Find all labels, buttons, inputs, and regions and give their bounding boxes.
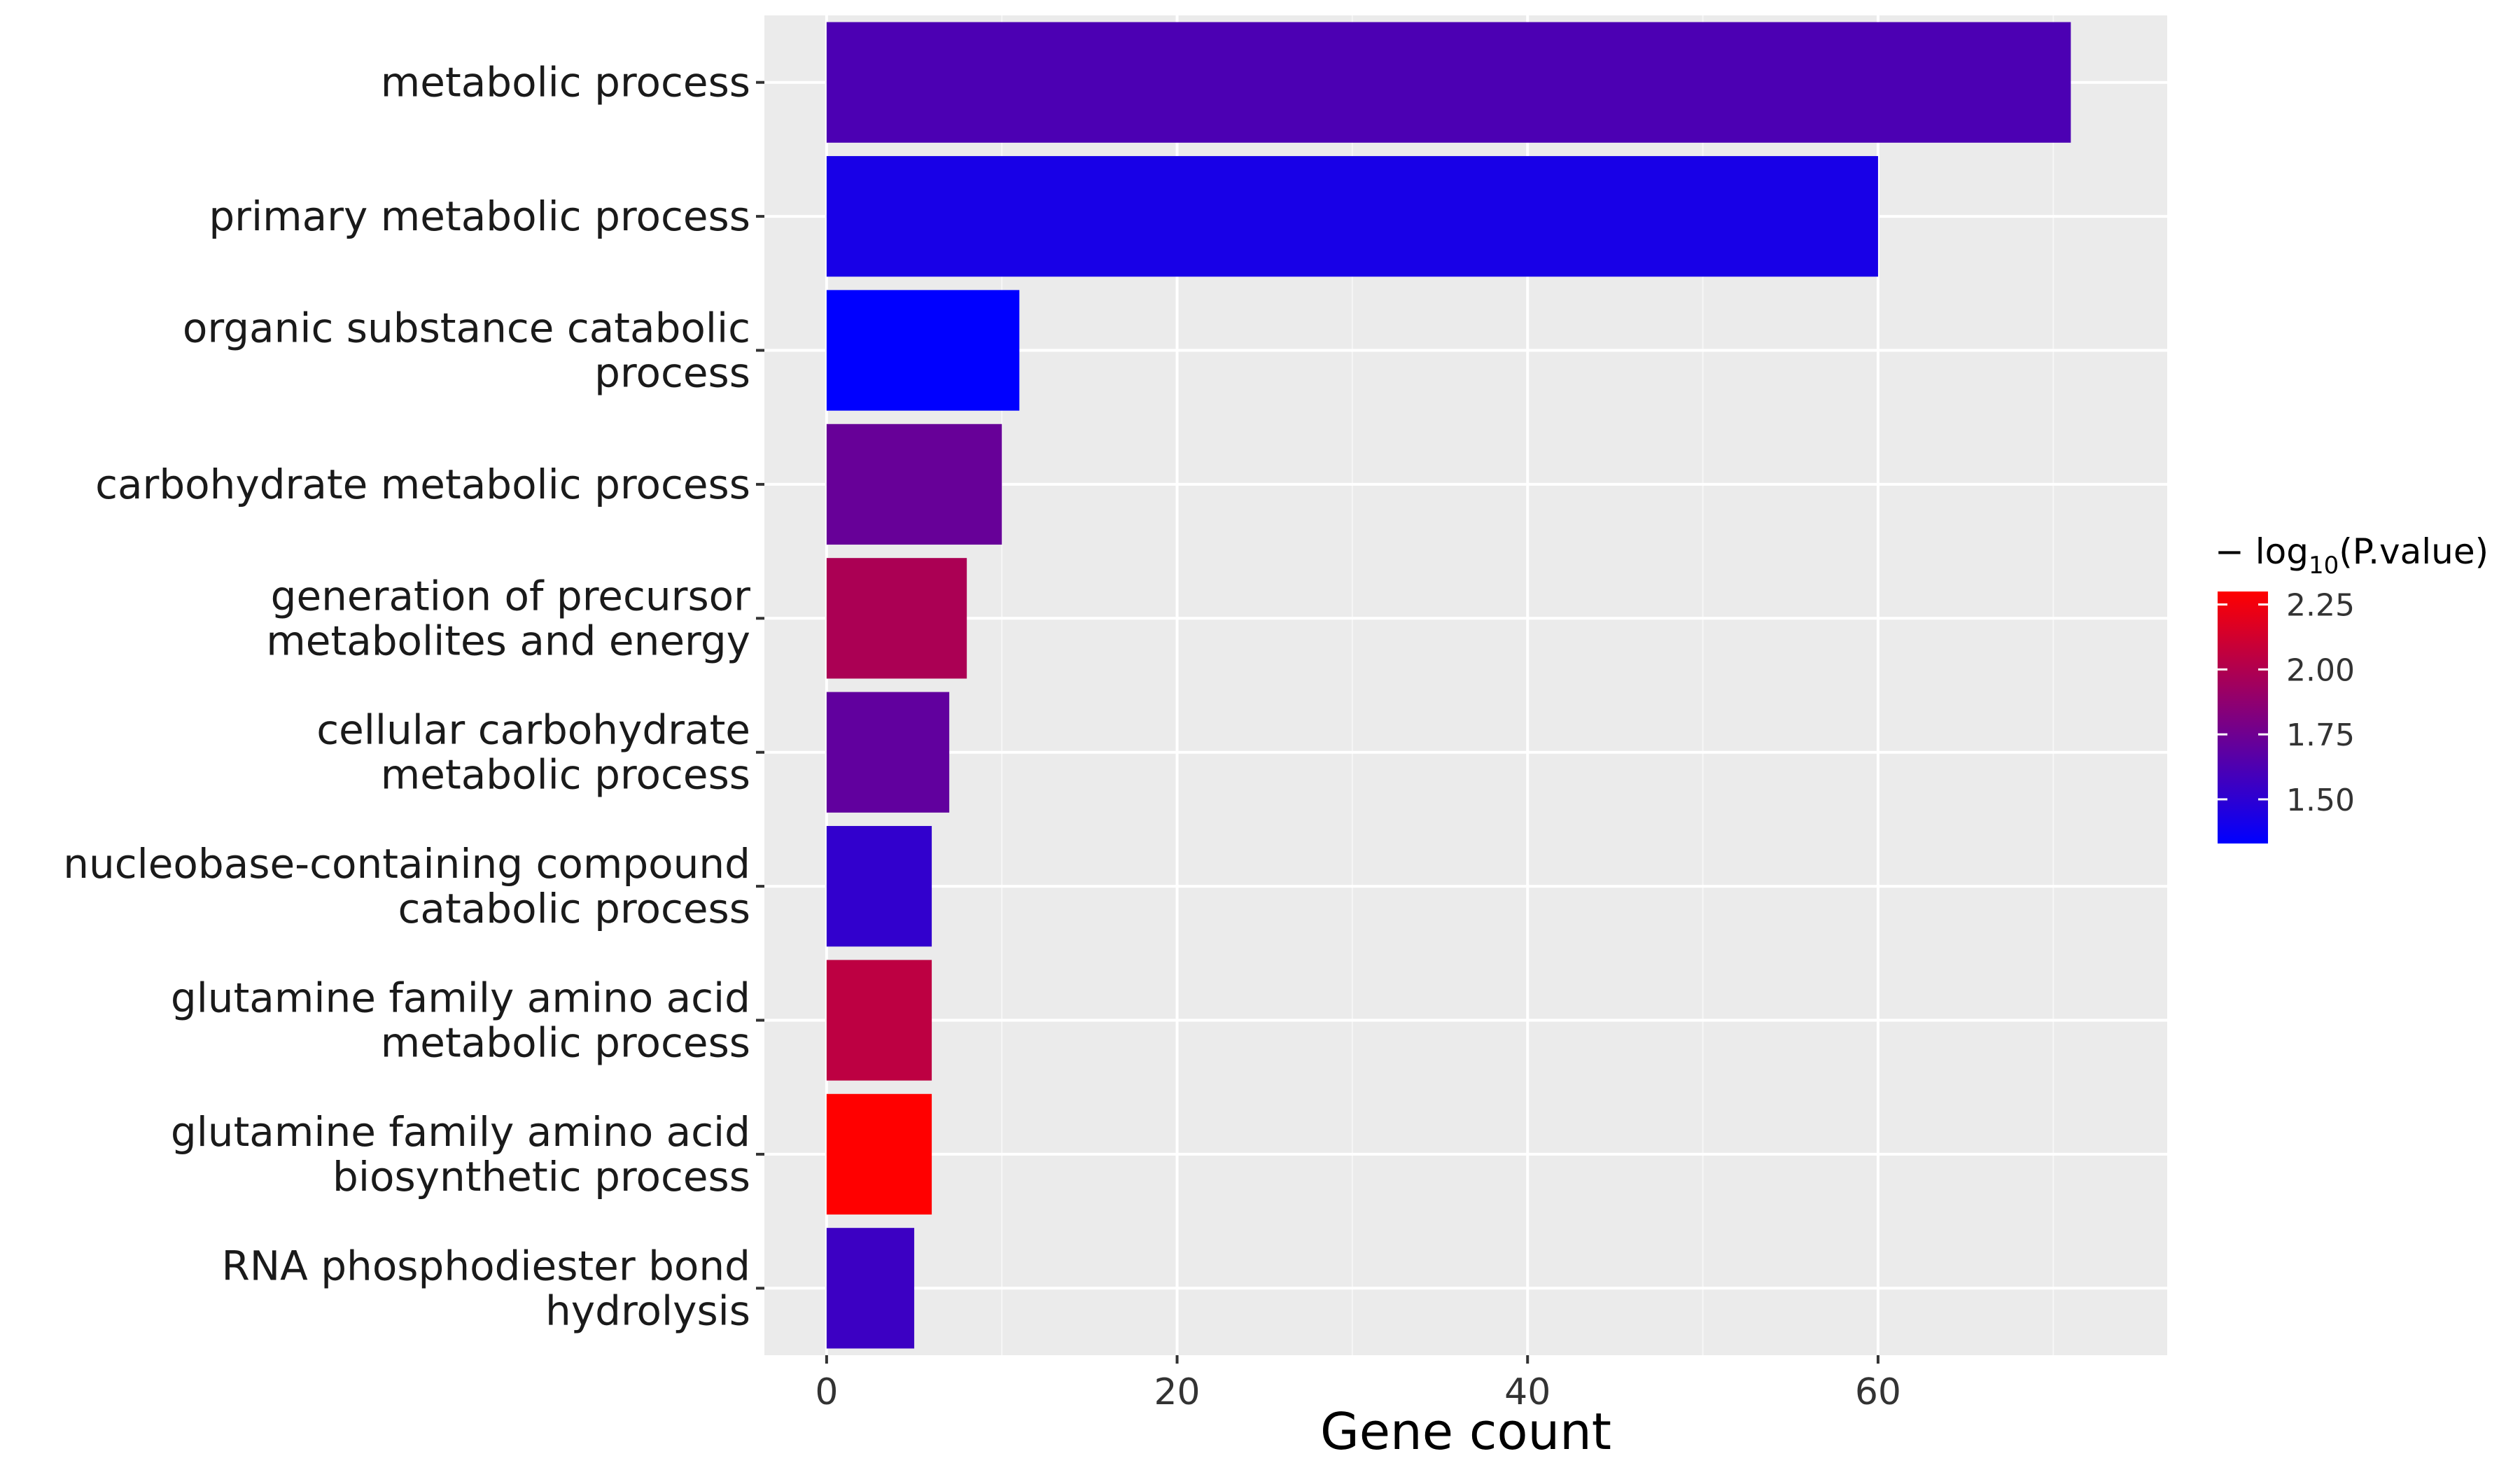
y-tick-label: RNA phosphodiester bond hydrolysis (221, 1242, 750, 1334)
bar (826, 1228, 915, 1349)
bar (826, 558, 967, 679)
y-tick-label: organic substance catabolic process (183, 304, 750, 397)
y-tick-label-line: catabolic process (398, 885, 750, 932)
y-tick-label: glutamine family amino acid metabolic pro… (171, 974, 750, 1067)
y-tick-label-line: primary metabolic process (209, 192, 750, 240)
x-axis: 0 20 40 60 (815, 1355, 1901, 1413)
legend-ticks: 1.50 1.75 2.00 2.25 (2218, 588, 2355, 818)
y-tick-label-line: RNA phosphodiester bond (221, 1242, 750, 1289)
y-tick-label: cellular carbohydrate metabolic process (316, 706, 750, 799)
y-tick-label: carbohydrate metabolic process (95, 461, 750, 508)
y-tick-label: generation of precursor metabolites and e… (266, 572, 750, 664)
bar (826, 155, 1878, 277)
legend-title-prefix: − log (2215, 531, 2309, 572)
bar (826, 1093, 932, 1215)
legend-tick-label: 1.75 (2286, 718, 2355, 753)
y-tick-label: primary metabolic process (209, 192, 750, 240)
x-tick-label: 0 (815, 1371, 838, 1413)
y-tick-label-line: metabolic process (381, 1019, 750, 1067)
y-tick-label-line: glutamine family amino acid (171, 1108, 750, 1156)
legend-title-subscript: 10 (2309, 552, 2339, 580)
legend-colorbar (2218, 592, 2268, 844)
legend-tick-label: 2.25 (2286, 588, 2355, 624)
bar (826, 22, 2071, 143)
y-tick-label-line: hydrolysis (545, 1287, 750, 1334)
y-tick-label: nucleobase-containing compound catabolic … (63, 840, 750, 932)
bar (826, 424, 1002, 545)
y-tick-label-line: organic substance catabolic (183, 304, 750, 352)
y-tick-label-line: generation of precursor (271, 572, 750, 620)
bars (826, 22, 2071, 1349)
y-tick-label-line: metabolic process (381, 59, 750, 106)
x-tick-label: 60 (1855, 1371, 1901, 1413)
color-legend: − log10(P.value) 1.50 1.75 2.00 2.25 (2215, 531, 2488, 844)
y-tick-label: glutamine family amino acid biosynthetic … (171, 1108, 750, 1200)
y-tick-label-line: nucleobase-containing compound (63, 840, 750, 888)
y-tick-label-line: metabolites and energy (266, 617, 750, 664)
x-axis-title: Gene count (1320, 1402, 1611, 1461)
y-tick-label-line: biosynthetic process (332, 1153, 750, 1200)
legend-tick-label: 2.00 (2286, 652, 2355, 688)
y-axis: metabolic process primary metabolic proce… (63, 59, 764, 1334)
bar (826, 825, 932, 947)
legend-title: − log10(P.value) (2215, 531, 2488, 580)
bar (826, 692, 950, 813)
y-tick-label-line: cellular carbohydrate (316, 706, 750, 754)
bar (826, 960, 932, 1081)
y-tick-label-line: carbohydrate metabolic process (95, 461, 750, 508)
legend-tick-label: 1.50 (2286, 783, 2355, 818)
y-tick-label: metabolic process (381, 59, 750, 106)
y-tick-label-line: glutamine family amino acid (171, 974, 750, 1022)
legend-title-suffix: (P.value) (2339, 531, 2488, 572)
x-tick-label: 40 (1504, 1371, 1550, 1413)
y-tick-label-line: process (594, 349, 750, 397)
bar (826, 290, 1020, 411)
x-tick-label: 20 (1154, 1371, 1200, 1413)
y-tick-label-line: metabolic process (381, 751, 750, 799)
